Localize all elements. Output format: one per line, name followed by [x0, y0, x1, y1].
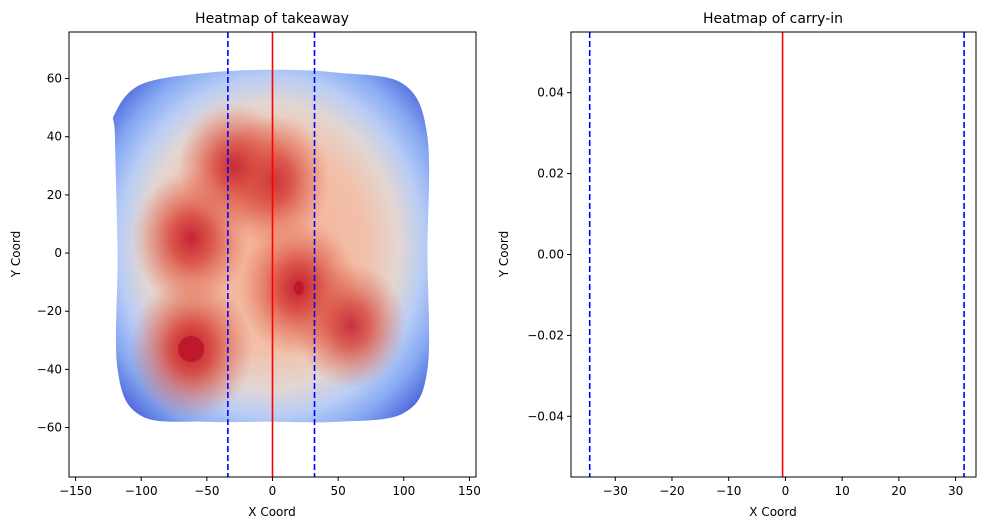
- x-tick-label: 100: [392, 484, 415, 498]
- x-tick-label: −150: [59, 484, 92, 498]
- x-tick-label: 0: [782, 484, 790, 498]
- y-tick-label: 0: [54, 246, 62, 260]
- chart-title: Heatmap of takeaway: [195, 11, 349, 27]
- y-axis-ticks: −60 −40 −20 0 20 40 60: [37, 72, 69, 435]
- density-core: [178, 336, 205, 363]
- vertical-lines: [588, 32, 965, 477]
- axes-frame: [570, 31, 977, 478]
- density-core: [293, 280, 304, 295]
- x-tick-label: −20: [659, 484, 684, 498]
- x-tick-label: 0: [269, 484, 277, 498]
- y-tick-label: 0.04: [537, 86, 564, 100]
- x-axis-ticks: −150 −100 −50 0 50 100 150: [59, 477, 481, 498]
- plot-area: [112, 32, 430, 477]
- chart-title: Heatmap of carry-in: [703, 11, 843, 27]
- x-tick-label: 10: [834, 484, 849, 498]
- x-tick-label: 150: [458, 484, 481, 498]
- y-tick-label: −0.04: [527, 409, 564, 423]
- y-tick-label: 0.00: [537, 248, 564, 262]
- x-tick-label: −10: [716, 484, 741, 498]
- y-axis-label: Y Coord: [9, 231, 23, 279]
- y-tick-label: −20: [37, 304, 62, 318]
- x-axis-label: X Coord: [248, 505, 295, 519]
- x-tick-label: −30: [603, 484, 628, 498]
- x-tick-label: −50: [194, 484, 219, 498]
- x-tick-label: −100: [125, 484, 158, 498]
- y-axis-ticks: −0.04 −0.02 0.00 0.02 0.04: [527, 86, 571, 423]
- x-tick-label: 20: [891, 484, 906, 498]
- panel-carry-in: Heatmap of carry-in −30 −20 −10 0 10 20 30 −0.…: [497, 11, 977, 519]
- y-tick-label: −60: [37, 421, 62, 435]
- y-tick-label: −40: [37, 362, 62, 376]
- density-layer: [112, 69, 430, 423]
- density-peak: [296, 262, 407, 389]
- y-tick-label: 40: [47, 130, 62, 144]
- y-tick-label: −0.02: [527, 328, 564, 342]
- density-peak: [178, 102, 288, 229]
- x-tick-label: 30: [948, 484, 963, 498]
- y-tick-label: 0.02: [537, 167, 564, 181]
- y-tick-label: 60: [47, 72, 62, 86]
- x-axis-label: X Coord: [749, 505, 796, 519]
- y-tick-label: 20: [47, 188, 62, 202]
- vertical-lines: [227, 32, 316, 477]
- x-axis-ticks: −30 −20 −10 0 10 20 30: [603, 477, 963, 498]
- plot-area: [588, 32, 965, 477]
- y-axis-label: Y Coord: [497, 231, 511, 279]
- x-tick-label: 50: [331, 484, 346, 498]
- panel-takeaway: Heatmap of takeaway −150 −100 −50 0 50 100 150…: [9, 11, 481, 519]
